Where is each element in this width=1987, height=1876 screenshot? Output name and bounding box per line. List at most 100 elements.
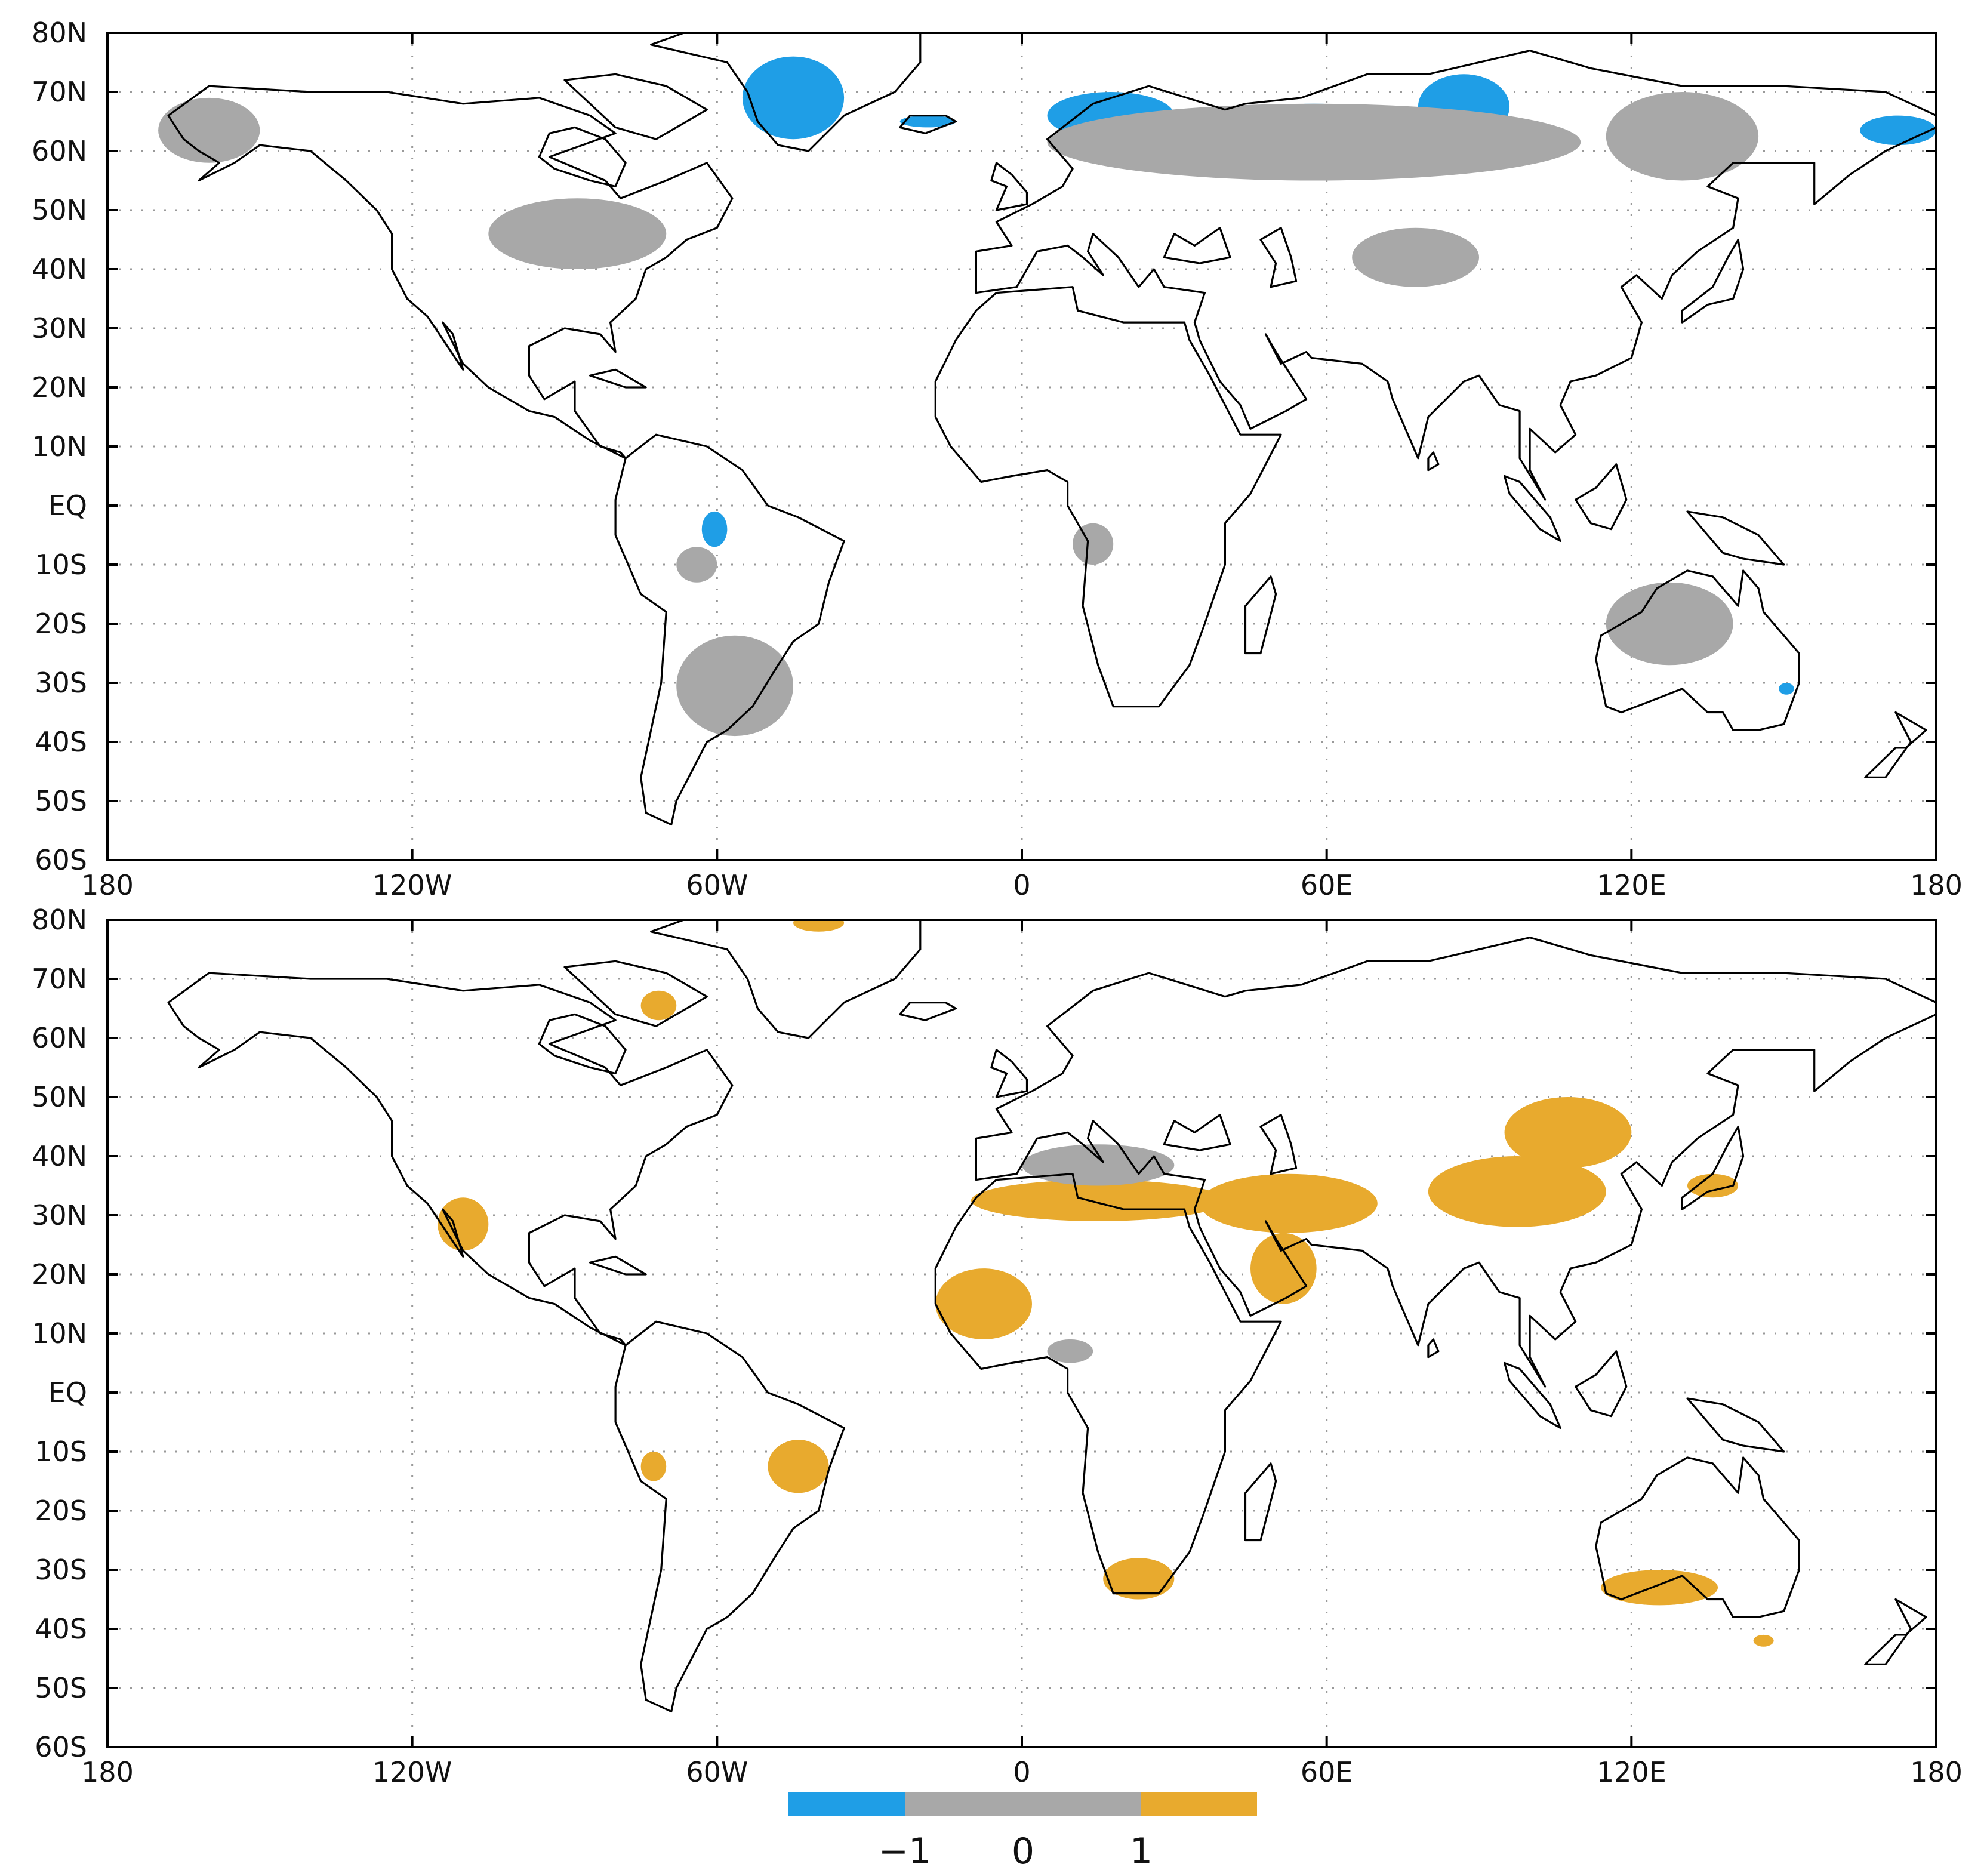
region-amazon <box>701 511 728 547</box>
coastline <box>990 162 1028 211</box>
region-north-africa <box>971 1179 1225 1221</box>
region-australia-west <box>1606 582 1733 666</box>
lat-label: 30N <box>32 312 87 344</box>
region-china-north <box>1428 1156 1606 1227</box>
coastline <box>563 73 708 140</box>
coastline <box>975 937 1936 1388</box>
coastline <box>990 1049 1028 1098</box>
lat-label: 50S <box>35 1672 87 1704</box>
lat-label: 10N <box>32 1317 87 1350</box>
coastline <box>1595 569 1800 731</box>
coastline <box>1595 1456 1800 1618</box>
coastline <box>1427 1338 1440 1359</box>
top-longitude-labels: 180 120W 60W 0 60E 120E 180 <box>81 869 1963 901</box>
region-kamchatka <box>1860 115 1936 146</box>
lon-label: 120E <box>1597 869 1666 901</box>
lat-label: 50N <box>32 1081 87 1113</box>
coastline <box>614 433 845 826</box>
region-sahel-west <box>935 1268 1033 1339</box>
lon-label: 180 <box>81 869 134 901</box>
coastline <box>167 85 734 460</box>
coastline <box>589 1255 647 1276</box>
lat-label: 20N <box>32 371 87 403</box>
region-tasmania <box>1753 1634 1774 1647</box>
top-coastlines <box>167 33 1936 826</box>
region-hudson-bay-east <box>640 990 677 1021</box>
colorbar-neg-segment <box>788 1792 905 1816</box>
lat-label: 60S <box>35 844 87 876</box>
coastline <box>1259 1114 1298 1175</box>
bottom-map-panel: 80N 70N 60N 50N 40N 30N 20N 10N EQ 10S 20S 30S 40S 50… <box>32 904 1963 1788</box>
lon-label: 0 <box>1013 869 1030 901</box>
coastline <box>934 1173 1282 1595</box>
colorbar-pos-segment <box>1141 1792 1257 1816</box>
coastline <box>1686 1397 1785 1453</box>
coastline <box>1864 711 1927 778</box>
region-north-eurasia <box>1047 103 1581 181</box>
region-la-plata <box>676 635 793 737</box>
lon-label: 60E <box>1301 869 1353 901</box>
coastline <box>1864 1598 1927 1665</box>
lat-label: 80N <box>32 17 87 49</box>
region-australia-southwest <box>1601 1570 1718 1606</box>
bottom-longitude-labels: 180 120W 60W 0 60E 120E 180 <box>81 1756 1963 1788</box>
region-iceland <box>899 115 956 128</box>
region-angola <box>1073 523 1114 565</box>
region-alaska <box>158 97 260 163</box>
colorbar-zero-segment <box>905 1792 1141 1816</box>
lat-label: 60S <box>35 1731 87 1763</box>
region-central-asia <box>1352 227 1479 287</box>
region-east-siberia <box>1606 92 1759 181</box>
coastline <box>538 126 627 187</box>
top-shaded-regions <box>158 56 1936 737</box>
lon-label: 60E <box>1301 1756 1353 1788</box>
colorbar-label-pos: 1 <box>1130 1831 1153 1872</box>
coastline <box>538 1013 627 1074</box>
lat-label: 80N <box>32 904 87 936</box>
region-greenland-south <box>742 56 845 140</box>
region-japan <box>1687 1173 1739 1198</box>
coastline <box>650 33 922 152</box>
region-brazil-northeast <box>768 1440 829 1493</box>
lon-label: 120W <box>372 869 452 901</box>
region-mongolia <box>1504 1097 1632 1168</box>
coastline <box>1681 238 1745 324</box>
lon-label: 60W <box>686 1756 748 1788</box>
region-south-africa <box>1103 1558 1175 1600</box>
lon-label: 180 <box>1910 1756 1963 1788</box>
coastline <box>1163 1114 1231 1151</box>
coastline <box>899 115 957 134</box>
region-arabia <box>1250 1233 1317 1304</box>
lon-label: 180 <box>81 1756 134 1788</box>
coastline <box>975 50 1936 501</box>
coastline <box>899 1002 957 1021</box>
lat-label: 60N <box>32 1022 87 1054</box>
lat-label: 10N <box>32 430 87 463</box>
coastline <box>1427 451 1440 472</box>
coastline <box>1259 227 1298 288</box>
top-map-panel: 80N 70N 60N 50N 40N 30N 20N 10N EQ 10S 20S 30S 40S 50… <box>32 17 1963 901</box>
coastline <box>563 960 708 1027</box>
lat-label: 40S <box>35 1613 87 1645</box>
lat-label: 50N <box>32 194 87 226</box>
lat-label: 40N <box>32 1140 87 1172</box>
lat-label: EQ <box>48 1376 87 1409</box>
coastline <box>589 368 647 389</box>
colorbar: −1 0 1 <box>788 1792 1257 1872</box>
lat-label: 10S <box>35 549 87 581</box>
lon-label: 60W <box>686 869 748 901</box>
region-mediterranean <box>1022 1144 1175 1186</box>
coastline <box>167 972 734 1347</box>
lat-label: 10S <box>35 1436 87 1468</box>
bottom-gridlines <box>107 920 1936 1747</box>
lat-label: EQ <box>48 489 87 522</box>
coastline <box>1575 463 1628 531</box>
region-bolivia <box>676 547 717 583</box>
lon-label: 180 <box>1910 869 1963 901</box>
lat-label: 20N <box>32 1258 87 1290</box>
coastline <box>1244 575 1277 655</box>
coastline <box>1244 1462 1277 1542</box>
bottom-shaded-regions <box>438 920 1774 1647</box>
lat-label: 40S <box>35 726 87 758</box>
